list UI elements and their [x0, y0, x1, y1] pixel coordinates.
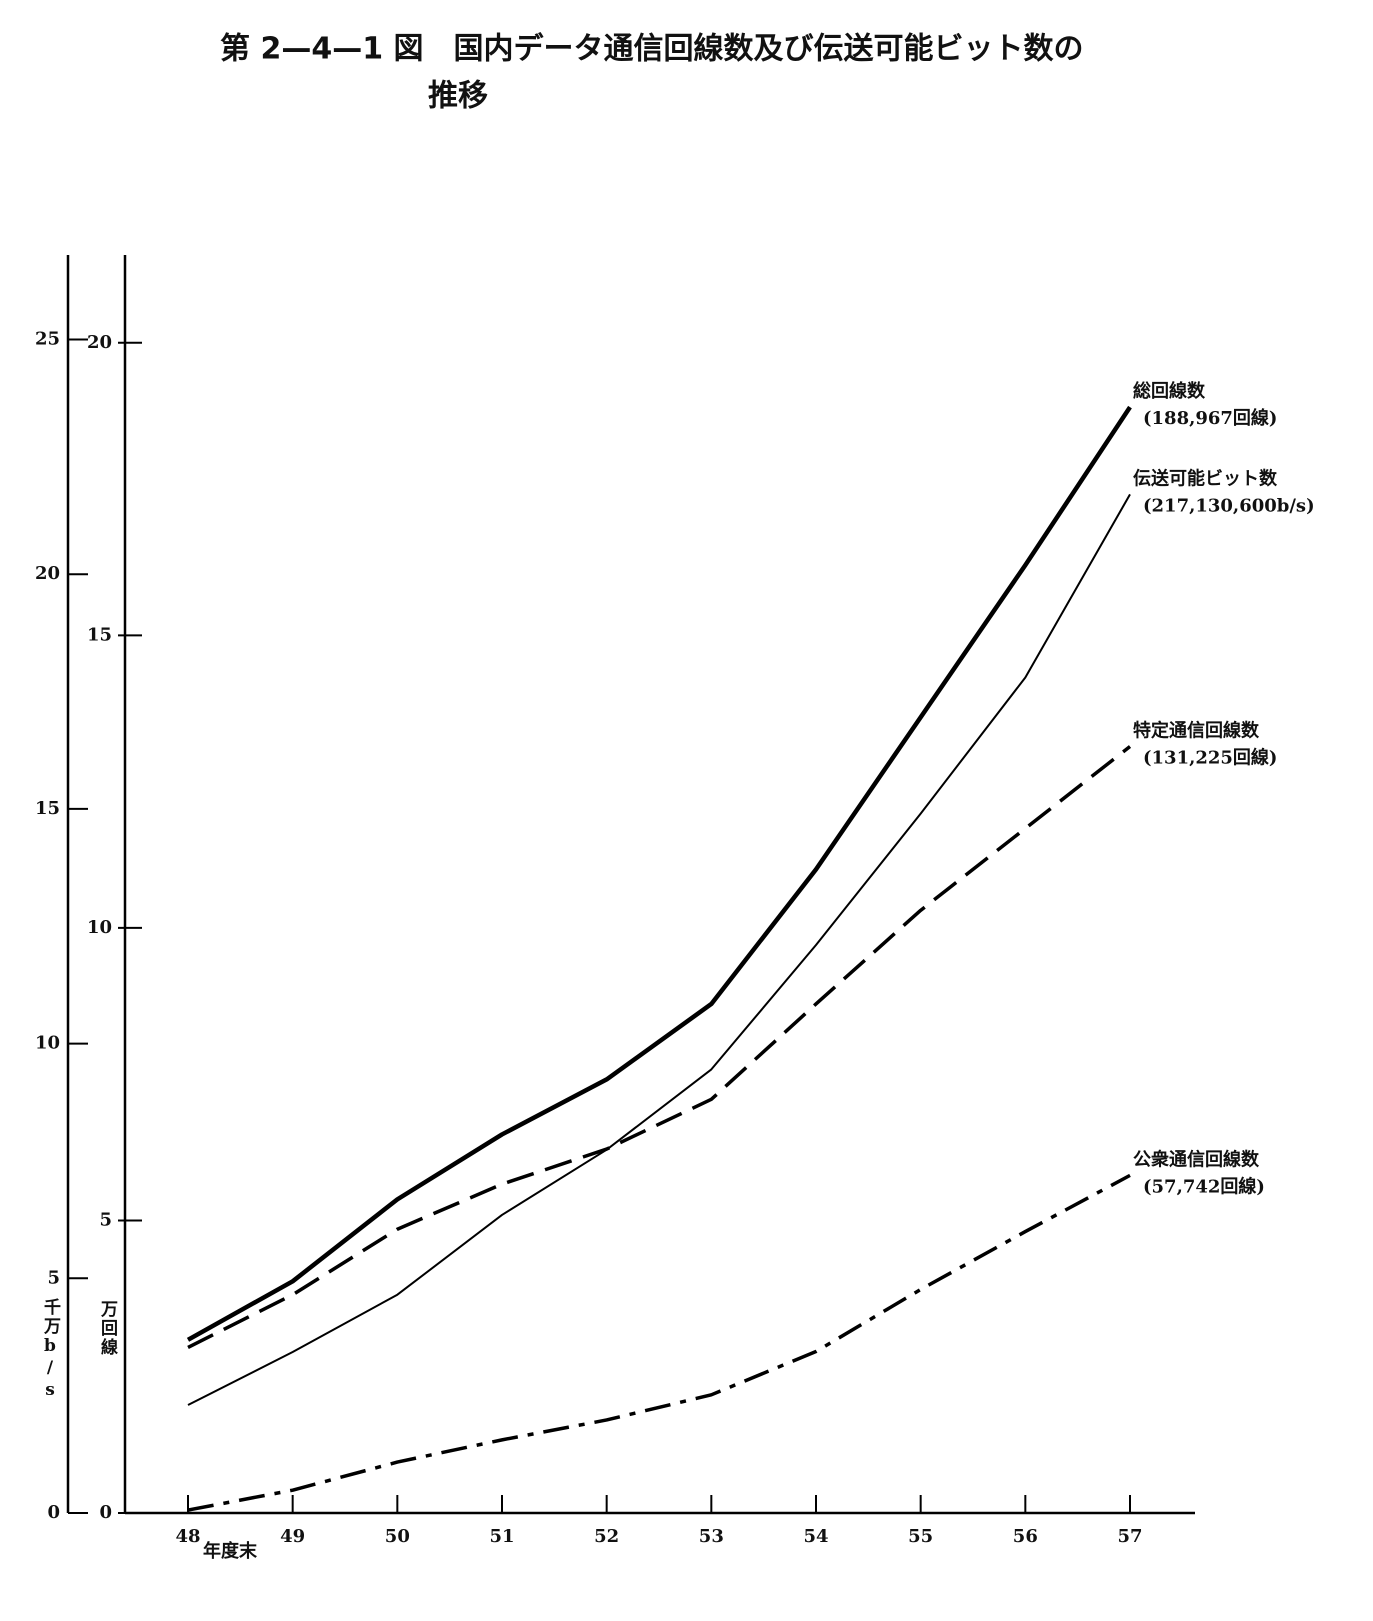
y-tick-label: 15 — [87, 624, 112, 645]
series-end-label: (188,967回線) — [1143, 407, 1277, 429]
x-axis-label: 年度末 — [203, 1540, 258, 1562]
series-end-label: (217,130,600b/s) — [1143, 495, 1315, 516]
series-line — [187, 493, 1131, 1406]
y2-tick-label: 25 — [35, 328, 60, 349]
series-line — [187, 1173, 1131, 1512]
x-tick-label: 57 — [1117, 1526, 1142, 1547]
x-tick-label: 49 — [280, 1526, 305, 1547]
series-line — [186, 405, 1132, 1342]
x-tick-label: 54 — [803, 1526, 828, 1547]
series-label: 総回線数 — [1133, 380, 1206, 402]
y-tick-label: 5 — [99, 1209, 112, 1230]
y-tick-label: 20 — [87, 332, 112, 353]
series-label: 特定通信回線数 — [1133, 719, 1260, 741]
y-tick-label: 0 — [99, 1502, 112, 1523]
x-tick-label: 48 — [175, 1526, 200, 1547]
chart-title: 第 2—4—1 図 国内データ通信回線数及び伝送可能ビット数の — [220, 32, 1084, 67]
series-end-label: (131,225回線) — [1143, 746, 1277, 768]
x-tick-label: 52 — [594, 1526, 619, 1547]
chart-title-line2: 推移 — [428, 79, 488, 114]
y2-tick-label: 5 — [47, 1267, 60, 1288]
y2-tick-label: 0 — [47, 1502, 60, 1523]
y2-tick-label: 20 — [35, 563, 60, 584]
x-tick-label: 53 — [699, 1526, 724, 1547]
series-label: 伝送可能ビット数 — [1133, 467, 1278, 489]
x-tick-label: 51 — [489, 1526, 514, 1547]
y2-tick-label: 15 — [35, 798, 60, 819]
series-line — [187, 745, 1132, 1349]
y-tick-label: 10 — [87, 917, 112, 938]
y2-axis-label: 千万b/s — [40, 1298, 60, 1402]
y2-tick-label: 10 — [35, 1033, 60, 1054]
y-axis-label: 万回線 — [97, 1300, 117, 1357]
series-label: 公衆通信回線数 — [1133, 1148, 1260, 1170]
x-tick-label: 55 — [908, 1526, 933, 1547]
x-tick-label: 56 — [1013, 1526, 1038, 1547]
series-end-label: (57,742回線) — [1143, 1175, 1265, 1197]
x-tick-label: 50 — [385, 1526, 410, 1547]
